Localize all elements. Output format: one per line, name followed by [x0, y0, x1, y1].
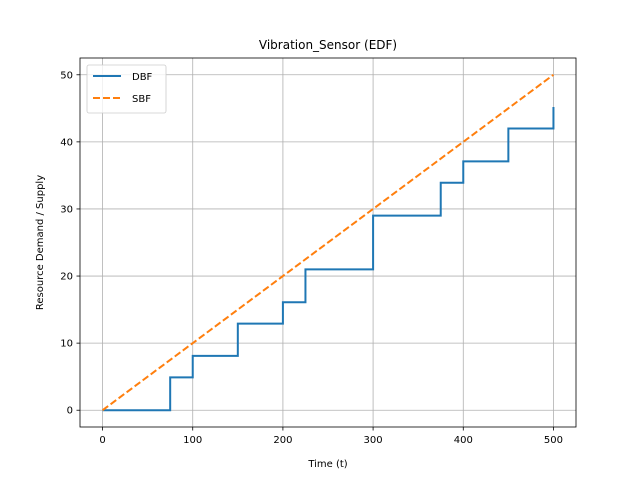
y-axis-title: Resource Demand / Supply	[35, 175, 46, 310]
y-tick-label: 50	[60, 70, 73, 81]
y-tick-label: 30	[60, 204, 73, 215]
plot-series	[101, 73, 555, 412]
legend-label-dbf: DBF	[132, 72, 153, 83]
x-tick-label: 500	[544, 435, 563, 446]
y-tick-label: 20	[60, 272, 73, 283]
series-line-dbf	[102, 106, 555, 412]
legend-label-sbf: SBF	[132, 94, 151, 105]
x-axis-title: Time (t)	[307, 459, 347, 470]
axis-ticks: 0 100 200 300 400 500 0 10 20 30 40 50	[60, 70, 563, 446]
y-tick-label: 0	[67, 406, 73, 417]
x-tick-label: 400	[454, 435, 473, 446]
x-tick-label: 100	[183, 435, 202, 446]
x-tick-label: 300	[364, 435, 383, 446]
legend: DBF SBF	[86, 64, 167, 114]
y-tick-label: 40	[60, 137, 73, 148]
legend-box	[86, 64, 167, 114]
series-line-sbf	[101, 73, 555, 412]
y-tick-label: 10	[60, 339, 73, 350]
plot-frame	[79, 57, 577, 428]
x-tick-label: 200	[273, 435, 292, 446]
x-tick-label: 0	[99, 435, 105, 446]
chart-title: Vibration_Sensor (EDF)	[259, 38, 397, 52]
grid-lines	[80, 58, 576, 427]
